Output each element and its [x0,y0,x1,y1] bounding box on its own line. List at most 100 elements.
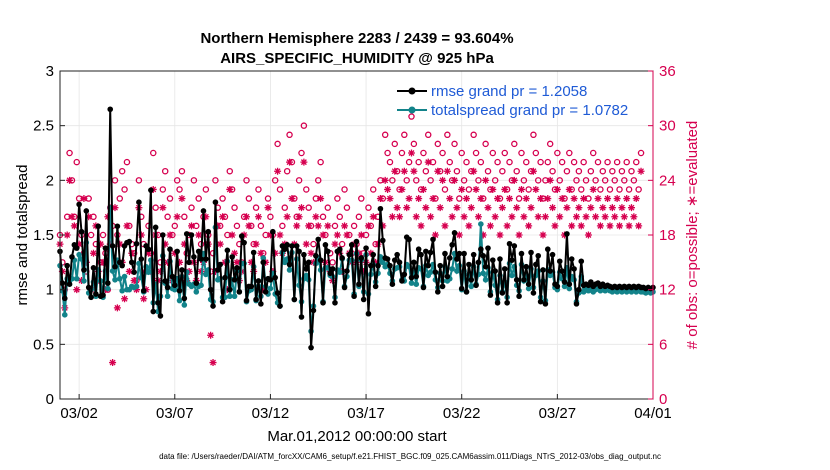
obs-evaluated-marker [563,204,571,212]
obs-evaluated-marker [453,204,461,212]
obs-evaluated-marker [632,195,640,203]
obs-evaluated-marker [489,185,497,193]
obs-evaluated-marker [572,213,580,221]
rmse-point [301,251,307,258]
rmse-point [164,284,171,291]
obs-evaluated-marker [398,185,406,193]
rmse-point [296,248,302,255]
totalspread-point [81,278,87,284]
rmse-point [109,243,116,249]
obs-possible-marker [276,186,284,193]
obs-evaluated-marker [372,258,380,266]
obs-possible-marker [537,158,544,166]
obs-evaluated-marker [424,158,432,166]
obs-possible-marker [118,167,126,175]
obs-evaluated-marker [451,176,459,184]
rmse-point [277,303,283,309]
rmse-point [358,255,365,261]
obs-possible-marker [523,158,530,166]
rmse-point [105,280,111,286]
obs-possible-marker [580,158,587,166]
obs-evaluated-marker [137,231,145,239]
y-tick-label: 0.5 [33,336,54,353]
obs-possible-marker [558,158,566,166]
obs-evaluated-marker [97,240,105,248]
obs-possible-marker [171,222,179,230]
obs-evaluated-marker [228,231,236,239]
obs-possible-marker [386,158,394,166]
rmse-point [250,249,257,256]
rmse-point [241,239,247,246]
totalspread-point [478,221,484,227]
obs-possible-marker [623,158,630,166]
obs-evaluated-marker [109,359,117,367]
obs-evaluated-marker [553,185,561,193]
y-right-tick-label: 6 [659,336,667,353]
obs-evaluated-marker [486,222,494,230]
obs-evaluated-marker [298,204,306,212]
rmse-point [150,308,157,315]
rmse-point [308,344,314,351]
obs-evaluated-marker [606,222,614,230]
rmse-point [85,284,92,291]
obs-evaluated-marker [369,213,377,221]
obs-possible-marker [494,158,501,166]
obs-evaluated-marker [379,222,387,230]
rmse-point [454,256,460,262]
x-tick-label: 03/12 [252,405,290,422]
x-tick-label: 03/22 [443,405,481,422]
rmse-point [506,240,513,247]
obs-possible-marker [563,167,571,175]
rmse-point [377,205,384,212]
obs-possible-marker [592,177,599,184]
obs-evaluated-marker [178,195,186,203]
obs-possible-marker [295,177,303,184]
obs-possible-marker [530,131,537,139]
obs-evaluated-marker [455,231,463,239]
obs-evaluated-marker [525,222,533,230]
rmse-point [444,273,451,280]
totalspread-point [171,286,178,293]
obs-evaluated-marker [470,167,478,175]
rmse-point [73,245,80,251]
totalspread-point [525,285,532,292]
rmse-point [542,301,549,307]
obs-possible-marker [305,204,312,211]
obs-evaluated-marker [125,267,133,275]
obs-evaluated-marker [403,204,411,212]
obs-evaluated-marker [627,204,635,212]
rmse-point [363,245,369,251]
obs-possible-marker [544,158,552,166]
legend-totalspread-label: totalspread grand pr = 1.0782 [431,102,628,119]
rmse-point [547,268,553,274]
rmse-point [186,259,192,266]
obs-possible-marker [506,158,513,166]
obs-possible-marker [334,195,341,202]
rmse-point [167,246,173,253]
rmse-point [561,279,568,285]
obs-evaluated-marker [587,204,595,212]
obs-possible-marker [621,177,628,184]
y-right-tick-label: 0 [659,391,667,408]
obs-possible-marker [511,140,518,148]
obs-possible-marker [491,177,499,184]
rmse-point [451,230,458,236]
obs-evaluated-marker [66,176,74,184]
rmse-point [525,281,532,288]
obs-possible-marker [597,186,604,193]
totalspread-point [561,283,568,290]
obs-possible-marker [499,167,506,175]
x-tick-label: 03/02 [60,405,98,422]
obs-possible-marker [599,167,607,175]
x-tick-label: 03/27 [539,405,577,422]
obs-evaluated-marker [367,249,375,257]
rmse-point [559,268,565,274]
rmse-point [501,266,508,272]
obs-possible-marker [470,131,477,139]
obs-possible-marker [389,177,396,184]
rmse-point [513,277,520,283]
obs-evaluated-marker [527,204,535,212]
obs-evaluated-marker [259,286,267,294]
rmse-point [207,286,214,293]
rmse-point [523,263,530,270]
